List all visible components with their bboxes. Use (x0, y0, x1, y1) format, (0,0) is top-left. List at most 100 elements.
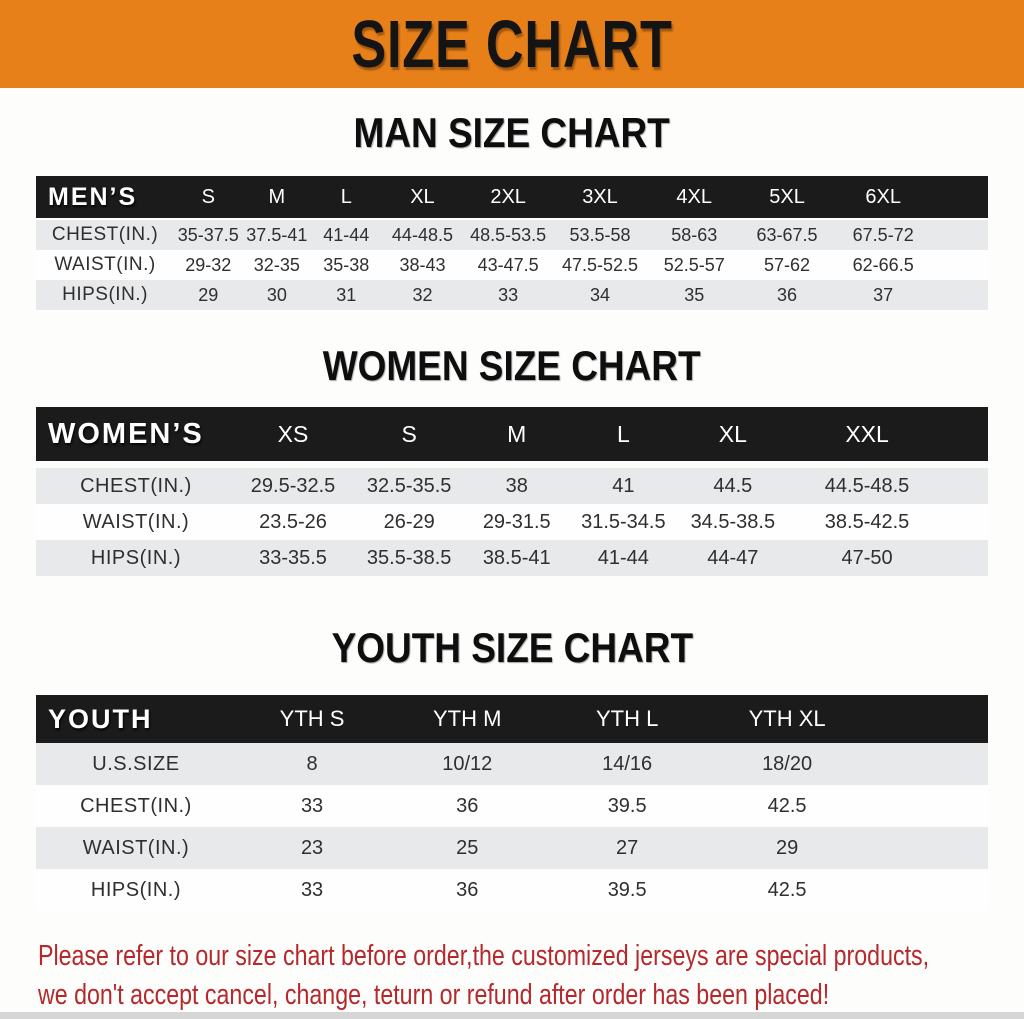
value-cell: 35.5-38.5 (366, 546, 452, 569)
size-header-cell: L (616, 420, 630, 447)
table-row: CHEST(IN.) 35-37.5 37.5-41 41-44 44-48.5 48.5… (36, 220, 988, 250)
section-women-size-chart: WOMEN SIZE CHART WOMEN’S XS S M L XL XXL CHEST(… (0, 345, 1024, 576)
value-cell: 48.5-53.5 (470, 224, 547, 245)
row-label-cell: CHEST(IN.) (80, 474, 192, 497)
value-cell: 35-37.5 (177, 224, 239, 245)
value-cell: 25 (456, 836, 479, 859)
size-header-cell: S (401, 420, 417, 447)
value-cell: 42.5 (767, 878, 807, 901)
value-cell: 33-35.5 (259, 546, 327, 569)
value-cell: 29-32 (185, 254, 232, 275)
row-label-cell: HIPS(IN.) (90, 546, 181, 569)
value-cell: 32-35 (253, 254, 300, 275)
value-cell: 18/20 (762, 752, 813, 775)
row-label-cell: HIPS(IN.) (90, 878, 181, 901)
size-header-cell: 5XL (769, 185, 805, 208)
value-cell: 52.5-57 (663, 254, 725, 275)
value-cell: 14/16 (602, 752, 653, 775)
value-cell: 41 (612, 474, 635, 497)
size-header-cell: YTH M (433, 706, 502, 731)
table-label-cell: YOUTH (48, 703, 153, 734)
row-label-cell: WAIST(IN.) (54, 254, 156, 275)
value-cell: 36 (456, 878, 479, 901)
value-cell: 29.5-32.5 (250, 474, 336, 497)
table-row: WAIST(IN.) 23 25 27 29 (36, 827, 988, 869)
value-cell: 44-47 (707, 546, 759, 569)
value-cell: 41-44 (597, 546, 649, 569)
value-cell: 38 (505, 474, 528, 497)
youth-chart-title: YOUTH SIZE CHART (331, 624, 693, 671)
women-size-table: WOMEN’S XS S M L XL XXL CHEST(IN.) 29.5-32.5 32.5… (36, 407, 988, 576)
value-cell: 23.5-26 (259, 510, 327, 533)
table-row: CHEST(IN.) 33 36 39.5 42.5 (36, 785, 988, 827)
bottom-edge-strip (0, 1012, 1024, 1019)
women-chart-title: WOMEN SIZE CHART (323, 342, 701, 389)
value-cell: 63-67.5 (756, 224, 818, 245)
table-row: CHEST(IN.) 29.5-32.5 32.5-35.5 38 41 44.5 44.5… (36, 468, 988, 504)
value-cell: 39.5 (607, 878, 647, 901)
value-cell: 44.5-48.5 (824, 474, 910, 497)
table-label-cell: WOMEN’S (48, 417, 204, 450)
banner-title: SIZE CHART (351, 6, 673, 82)
value-cell: 35-38 (323, 254, 370, 275)
value-cell: 31.5-34.5 (581, 510, 666, 533)
size-header-cell: M (268, 185, 286, 208)
youth-size-table: YOUTH YTH S YTH M YTH L YTH XL U.S.SIZE 8 10/12… (36, 695, 988, 911)
disclaimer-note: Please refer to our size chart before or… (38, 937, 1024, 1015)
men-chart-title: MAN SIZE CHART (353, 109, 671, 156)
size-header-cell: XL (410, 185, 435, 208)
value-cell: 33 (498, 284, 519, 305)
value-cell: 37 (873, 284, 894, 305)
row-label-cell: CHEST(IN.) (51, 224, 159, 245)
size-header-cell: 3XL (582, 185, 618, 208)
value-cell: 67.5-72 (852, 224, 914, 245)
value-cell: 23 (300, 836, 324, 859)
value-cell: 33 (300, 878, 324, 901)
value-cell: 27 (616, 836, 639, 859)
row-label-cell: HIPS(IN.) (62, 284, 148, 305)
row-label-cell: WAIST(IN.) (82, 836, 190, 859)
table-header-row: MEN’S S M L XL 2XL 3XL 4XL 5XL 6XL (36, 176, 988, 218)
table-row: HIPS(IN.) 33 36 39.5 42.5 (36, 869, 988, 911)
value-cell: 47-50 (841, 546, 893, 569)
value-cell: 53.5-58 (569, 224, 631, 245)
table-row: WAIST(IN.) 23.5-26 26-29 29-31.5 31.5-34.5 34… (36, 504, 988, 540)
value-cell: 44.5 (713, 474, 753, 497)
value-cell: 41-44 (323, 224, 370, 245)
section-youth-size-chart: YOUTH SIZE CHART YOUTH YTH S YTH M YTH L YTH… (0, 627, 1024, 911)
value-cell: 38.5-42.5 (824, 510, 910, 533)
value-cell: 37.5-41 (246, 224, 308, 245)
men-size-table: MEN’S S M L XL 2XL 3XL 4XL 5XL 6XL CHEST(IN.) 35-37… (36, 176, 988, 310)
value-cell: 57-62 (764, 254, 811, 275)
size-header-cell: XL (718, 420, 747, 447)
size-header-cell: XS (277, 420, 309, 447)
size-header-cell: 6XL (865, 185, 901, 208)
value-cell: 30 (266, 284, 287, 305)
value-cell: 42.5 (767, 794, 807, 817)
value-cell: 58-63 (671, 224, 718, 245)
table-row: WAIST(IN.) 29-32 32-35 35-38 38-43 43-47.5 47.… (36, 250, 988, 280)
table-header-row: YOUTH YTH S YTH M YTH L YTH XL (36, 695, 988, 743)
value-cell: 34 (589, 284, 610, 305)
value-cell: 31 (336, 284, 357, 305)
size-header-cell: 4XL (676, 185, 713, 208)
value-cell: 36 (456, 794, 479, 817)
size-chart-banner: SIZE CHART (0, 0, 1024, 88)
value-cell: 35 (684, 284, 705, 305)
disclaimer-line-1: Please refer to our size chart before or… (38, 940, 930, 972)
value-cell: 38.5-41 (482, 546, 551, 569)
value-cell: 62-66.5 (852, 254, 914, 275)
size-header-cell: S (201, 185, 215, 208)
value-cell: 8 (306, 752, 318, 775)
value-cell: 26-29 (383, 510, 435, 533)
table-row: HIPS(IN.) 29 30 31 32 33 34 35 36 37 (36, 280, 988, 310)
value-cell: 44-48.5 (391, 224, 453, 245)
size-header-cell: L (340, 185, 352, 208)
size-header-cell: YTH XL (748, 706, 826, 731)
size-header-cell: YTH S (279, 706, 345, 731)
table-row: HIPS(IN.) 33-35.5 35.5-38.5 38.5-41 41-44 44-… (36, 540, 988, 576)
value-cell: 33 (300, 794, 324, 817)
value-cell: 43-47.5 (477, 254, 539, 275)
section-men-size-chart: MAN SIZE CHART MEN’S S M L XL 2XL 3XL 4XL 5XL 6XL… (0, 112, 1024, 310)
row-label-cell: CHEST(IN.) (80, 794, 192, 817)
